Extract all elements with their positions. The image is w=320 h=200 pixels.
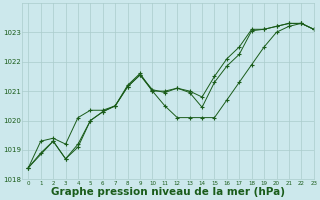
X-axis label: Graphe pression niveau de la mer (hPa): Graphe pression niveau de la mer (hPa): [51, 187, 285, 197]
